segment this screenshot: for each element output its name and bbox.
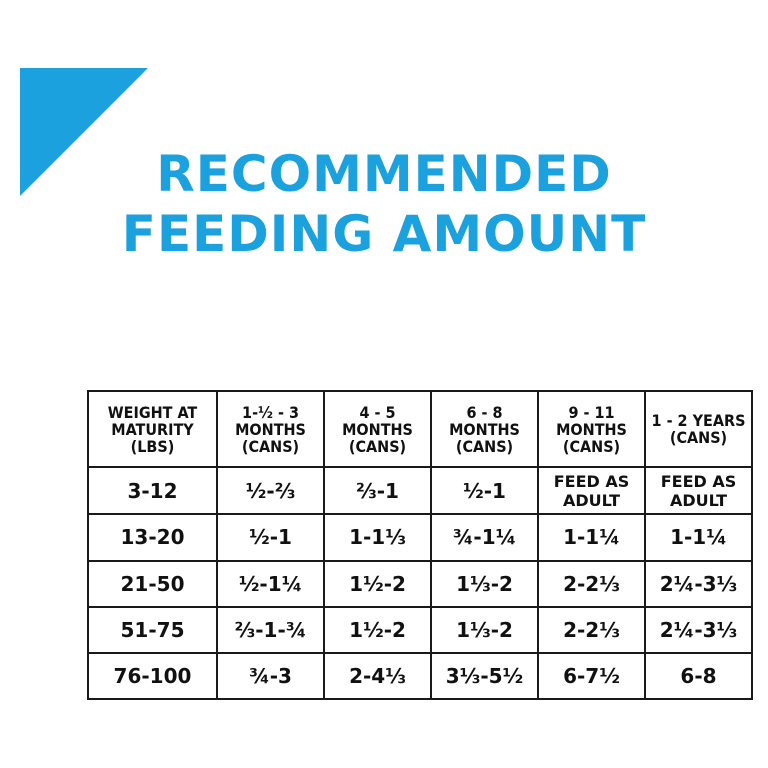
table-cell: 1½-2 xyxy=(323,559,432,608)
table-row: 3-12 ½-⅔ ⅔-1 ½-1 FEED AS ADULT FEED AS A… xyxy=(87,466,753,516)
table-cell: ⅔-1-¾ xyxy=(216,605,325,654)
table-cell: ½-⅔ xyxy=(216,466,325,516)
table-row: 51-75 ⅔-1-¾ 1½-2 1⅓-2 2-2⅓ 2¼-3⅓ xyxy=(87,605,753,654)
table-cell: 13-20 xyxy=(87,513,218,562)
page-title: RECOMMENDED FEEDING AMOUNT xyxy=(0,144,768,264)
header-weight: WEIGHT AT MATURITY (LBS) xyxy=(87,389,218,469)
title-line-1: RECOMMENDED xyxy=(156,145,612,203)
header-4-5-months: 4 - 5 MONTHS (CANS) xyxy=(323,389,432,469)
corner-triangle-decoration xyxy=(20,68,148,196)
table-header-row: WEIGHT AT MATURITY (LBS) 1-½ - 3 MONTHS … xyxy=(87,389,753,469)
table-cell: 1-1¼ xyxy=(644,513,753,562)
table-cell: ¾-3 xyxy=(216,651,325,701)
table-cell: ¾-1¼ xyxy=(430,513,539,562)
table-cell: 1⅓-2 xyxy=(430,605,539,654)
table-cell: 1½-2 xyxy=(323,605,432,654)
table-row: 76-100 ¾-3 2-4⅓ 3⅓-5½ 6-7½ 6-8 xyxy=(87,651,753,701)
table-cell: FEED AS ADULT xyxy=(644,466,753,516)
table-cell: 3⅓-5½ xyxy=(430,651,539,701)
table-cell: FEED AS ADULT xyxy=(537,466,646,516)
header-1-2-years: 1 - 2 YEARS (CANS) xyxy=(644,389,753,469)
table-cell: 6-7½ xyxy=(537,651,646,701)
table-cell: 2¼-3⅓ xyxy=(644,605,753,654)
table-cell: 2-4⅓ xyxy=(323,651,432,701)
table-cell: ⅔-1 xyxy=(323,466,432,516)
feeding-table: WEIGHT AT MATURITY (LBS) 1-½ - 3 MONTHS … xyxy=(87,389,753,701)
table-cell: 2-2⅓ xyxy=(537,605,646,654)
table-cell: 2-2⅓ xyxy=(537,559,646,608)
table-cell: ½-1 xyxy=(430,466,539,516)
table-cell: 21-50 xyxy=(87,559,218,608)
table-cell: 1⅓-2 xyxy=(430,559,539,608)
table-cell: ½-1¼ xyxy=(216,559,325,608)
table-cell: 6-8 xyxy=(644,651,753,701)
title-line-2: FEEDING AMOUNT xyxy=(121,205,647,263)
table-cell: ½-1 xyxy=(216,513,325,562)
header-1-5-3-months: 1-½ - 3 MONTHS (CANS) xyxy=(216,389,325,469)
table-cell: 1-1¼ xyxy=(537,513,646,562)
table-row: 21-50 ½-1¼ 1½-2 1⅓-2 2-2⅓ 2¼-3⅓ xyxy=(87,559,753,608)
header-9-11-months: 9 - 11 MONTHS (CANS) xyxy=(537,389,646,469)
header-6-8-months: 6 - 8 MONTHS (CANS) xyxy=(430,389,539,469)
table-cell: 51-75 xyxy=(87,605,218,654)
table-cell: 76-100 xyxy=(87,651,218,701)
table-cell: 2¼-3⅓ xyxy=(644,559,753,608)
table-row: 13-20 ½-1 1-1⅓ ¾-1¼ 1-1¼ 1-1¼ xyxy=(87,513,753,562)
table-cell: 1-1⅓ xyxy=(323,513,432,562)
table-cell: 3-12 xyxy=(87,466,218,516)
